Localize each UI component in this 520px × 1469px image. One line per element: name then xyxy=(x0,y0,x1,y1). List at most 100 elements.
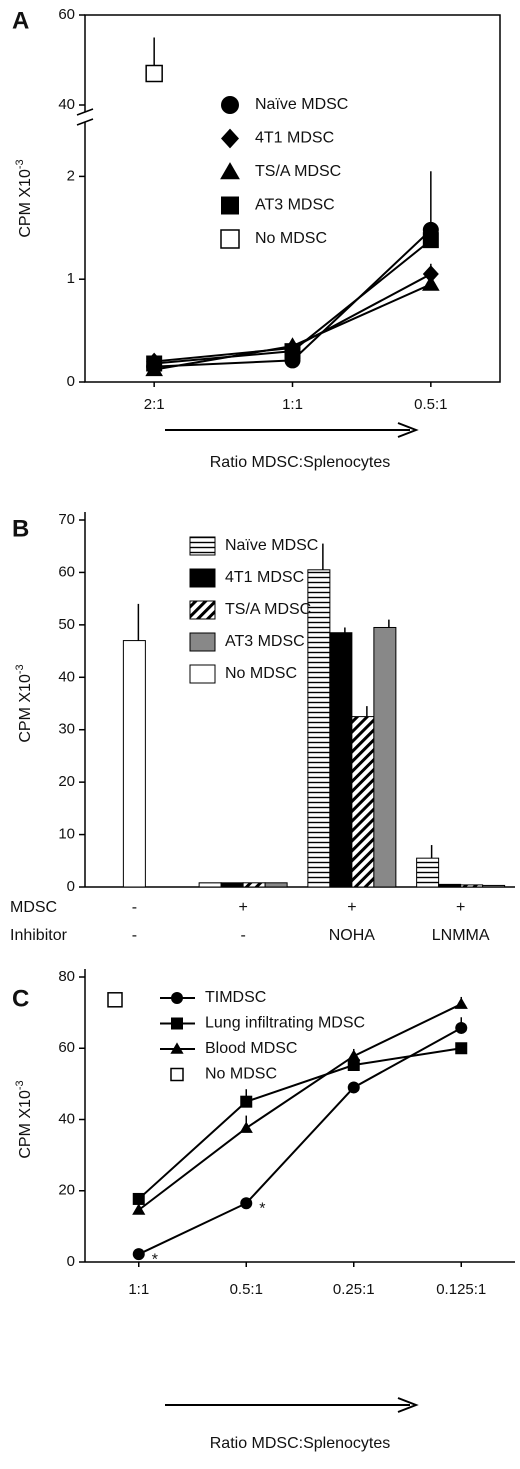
legend-marker xyxy=(171,992,183,1004)
series-line xyxy=(138,1003,462,1211)
panel-label: C xyxy=(12,985,29,1012)
legend-label: TS/A MDSC xyxy=(255,163,341,180)
bar xyxy=(416,857,440,888)
legend-label: Naïve MDSC xyxy=(225,537,318,554)
legend-marker xyxy=(221,96,239,114)
y-axis-label: CPM X10-3 xyxy=(14,664,34,742)
legend-marker xyxy=(220,162,240,180)
y-tick-label: 2 xyxy=(67,167,75,184)
row-value: LNMMA xyxy=(432,927,490,944)
marker xyxy=(240,1197,253,1210)
bar xyxy=(438,883,462,888)
x-tick-label: 1:1 xyxy=(128,1281,149,1298)
legend-marker xyxy=(170,1042,184,1054)
marker xyxy=(145,64,163,83)
y-tick-label: 10 xyxy=(58,826,75,843)
y-tick-label: 60 xyxy=(58,6,75,23)
marker xyxy=(146,355,163,372)
legend-marker xyxy=(221,128,239,149)
legend-label: No MDSC xyxy=(205,1066,277,1083)
y-tick-label: 30 xyxy=(58,721,75,738)
x-tick-label: 0.125:1 xyxy=(436,1281,486,1298)
y-tick-label: 40 xyxy=(58,1110,75,1127)
legend-label: 4T1 MDSC xyxy=(255,130,334,147)
marker xyxy=(455,1042,468,1055)
bar xyxy=(482,884,506,888)
x-tick-label: 0.5:1 xyxy=(230,1281,263,1298)
marker xyxy=(422,275,440,291)
axis-break xyxy=(76,118,94,126)
y-tick-label: 20 xyxy=(58,773,75,790)
row-value: NOHA xyxy=(329,927,376,944)
legend-marker xyxy=(220,229,240,249)
x-tick-label: 0.25:1 xyxy=(333,1281,375,1298)
legend-swatch xyxy=(189,632,216,652)
y-axis-label-text: CPM X10 xyxy=(17,674,34,743)
legend-swatch xyxy=(189,664,216,684)
axis-break-gap xyxy=(82,112,88,122)
legend-label: TS/A MDSC xyxy=(225,601,311,618)
legend-label: Naïve MDSC xyxy=(255,96,348,113)
bar xyxy=(264,882,288,888)
y-tick-label: 40 xyxy=(58,96,75,113)
arrow-c xyxy=(165,1397,419,1413)
arrow-a xyxy=(165,422,419,438)
axis-break xyxy=(76,108,94,116)
x-axis-label: Ratio MDSC:Splenocytes xyxy=(210,454,391,471)
y-axis-label: CPM X10-3 xyxy=(14,1080,34,1158)
bar xyxy=(198,882,222,888)
row-value: - xyxy=(132,899,137,916)
marker xyxy=(132,1203,146,1215)
legend-marker xyxy=(171,1017,183,1030)
bar xyxy=(373,626,397,888)
marker xyxy=(347,1081,360,1094)
annotation: * xyxy=(259,1200,265,1217)
marker xyxy=(239,1121,253,1133)
y-axis-label-exponent: -3 xyxy=(14,159,26,169)
row-value: - xyxy=(132,927,137,944)
series-line xyxy=(138,1027,462,1256)
y-axis-label-exponent: -3 xyxy=(14,664,26,674)
y-tick-label: 80 xyxy=(58,968,75,985)
legend-label: TIMDSC xyxy=(205,989,266,1006)
legend-marker xyxy=(221,196,239,215)
legend-swatch xyxy=(189,600,216,620)
x-tick-label: 2:1 xyxy=(144,396,165,413)
marker xyxy=(347,1049,361,1061)
y-tick-label: 0 xyxy=(67,373,75,390)
legend-swatch xyxy=(189,568,216,588)
y-tick-label: 0 xyxy=(67,878,75,895)
y-tick-label: 70 xyxy=(58,511,75,528)
legend-label: AT3 MDSC xyxy=(255,197,335,214)
y-axis-label-text: CPM X10 xyxy=(17,1090,34,1159)
y-tick-label: 60 xyxy=(58,563,75,580)
marker xyxy=(240,1095,253,1108)
marker xyxy=(422,232,439,249)
legend-label: Blood MDSC xyxy=(205,1040,297,1057)
bar xyxy=(460,884,484,888)
legend-label: Lung infiltrating MDSC xyxy=(205,1015,365,1032)
panel-label: B xyxy=(12,515,29,542)
row-value: + xyxy=(347,899,356,916)
marker xyxy=(455,1021,468,1034)
legend-label: No MDSC xyxy=(225,665,297,682)
marker xyxy=(132,1248,145,1261)
row-value: + xyxy=(238,899,247,916)
bar xyxy=(329,632,353,888)
y-tick-label: 20 xyxy=(58,1182,75,1199)
annotation: * xyxy=(152,1251,158,1268)
y-tick-label: 50 xyxy=(58,616,75,633)
y-tick-label: 40 xyxy=(58,668,75,685)
x-tick-label: 1:1 xyxy=(282,396,303,413)
y-tick-label: 1 xyxy=(67,270,75,287)
legend-label: AT3 MDSC xyxy=(225,633,305,650)
legend-swatch xyxy=(189,536,216,556)
y-axis-label-text: CPM X10 xyxy=(17,169,34,238)
row-value: - xyxy=(240,927,245,944)
bar xyxy=(351,716,375,888)
row-value: + xyxy=(456,899,465,916)
marker xyxy=(347,1058,360,1071)
legend-label: 4T1 MDSC xyxy=(225,569,304,586)
legend-label: No MDSC xyxy=(255,230,327,247)
